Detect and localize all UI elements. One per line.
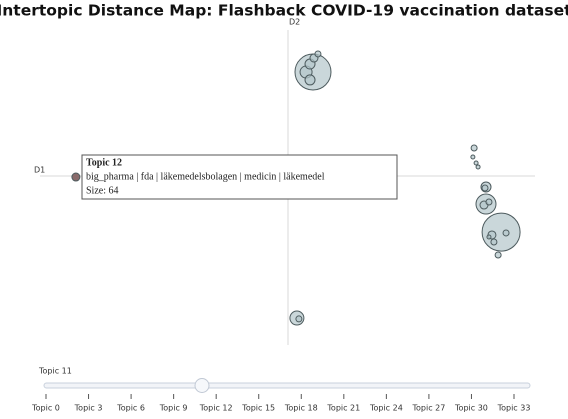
topic-bubble[interactable] [295, 315, 303, 323]
topic-bubble[interactable] [473, 160, 479, 166]
topic-bubble[interactable] [486, 234, 492, 240]
y-axis-label: D2 [289, 18, 300, 27]
tooltip-size: Size: 64 [86, 185, 119, 196]
slider-tick-label: Topic 9 [159, 404, 188, 413]
x-axis-label: D1 [34, 166, 45, 175]
slider-tick-label: Topic 15 [241, 404, 275, 413]
slider-tick-label: Topic 33 [497, 404, 531, 413]
tooltip-words: big_pharma | fda | läkemedelsbolagen | m… [86, 171, 325, 182]
topic-bubble[interactable] [490, 238, 498, 246]
slider-tick-label: Topic 0 [31, 404, 60, 413]
tooltip: Topic 12 big_pharma | fda | läkemedelsbo… [81, 154, 398, 200]
slider-handle[interactable] [194, 378, 210, 393]
topic-bubble[interactable] [470, 154, 476, 160]
tooltip-title: Topic 12 [86, 157, 122, 168]
topic-bubble[interactable] [475, 164, 481, 170]
slider-tick-label: Topic 12 [199, 404, 233, 413]
slider-tick-label: Topic 21 [326, 404, 360, 413]
slider-tick-label: Topic 27 [411, 404, 445, 413]
tooltip-box [81, 154, 398, 200]
topic-bubble[interactable] [304, 74, 316, 86]
slider[interactable]: Topic 0 Topic 3 Topic 6 Topic 9 Topic 12 Topi… [31, 378, 531, 413]
topic-bubble[interactable] [502, 229, 510, 237]
topic-bubble[interactable] [71, 172, 81, 182]
topic-bubble[interactable] [314, 50, 322, 58]
topic-bubble[interactable] [494, 251, 502, 259]
topic-bubble[interactable] [481, 184, 489, 192]
bubbles [71, 50, 521, 326]
slider-tick-label: Topic 6 [116, 404, 145, 413]
slider-label: Topic 11 [38, 367, 72, 376]
slider-tick-label: Topic 24 [369, 404, 403, 413]
slider-tick-label: Topic 18 [284, 404, 318, 413]
slider-tick-label: Topic 30 [454, 404, 488, 413]
slider-track[interactable] [43, 382, 531, 389]
topic-bubble[interactable] [470, 144, 478, 152]
topic-bubble[interactable] [481, 212, 521, 252]
chart-title: Intertopic Distance Map: Flashback COVID… [0, 2, 568, 20]
topic-bubble[interactable] [485, 198, 493, 206]
slider-tick-label: Topic 3 [74, 404, 103, 413]
